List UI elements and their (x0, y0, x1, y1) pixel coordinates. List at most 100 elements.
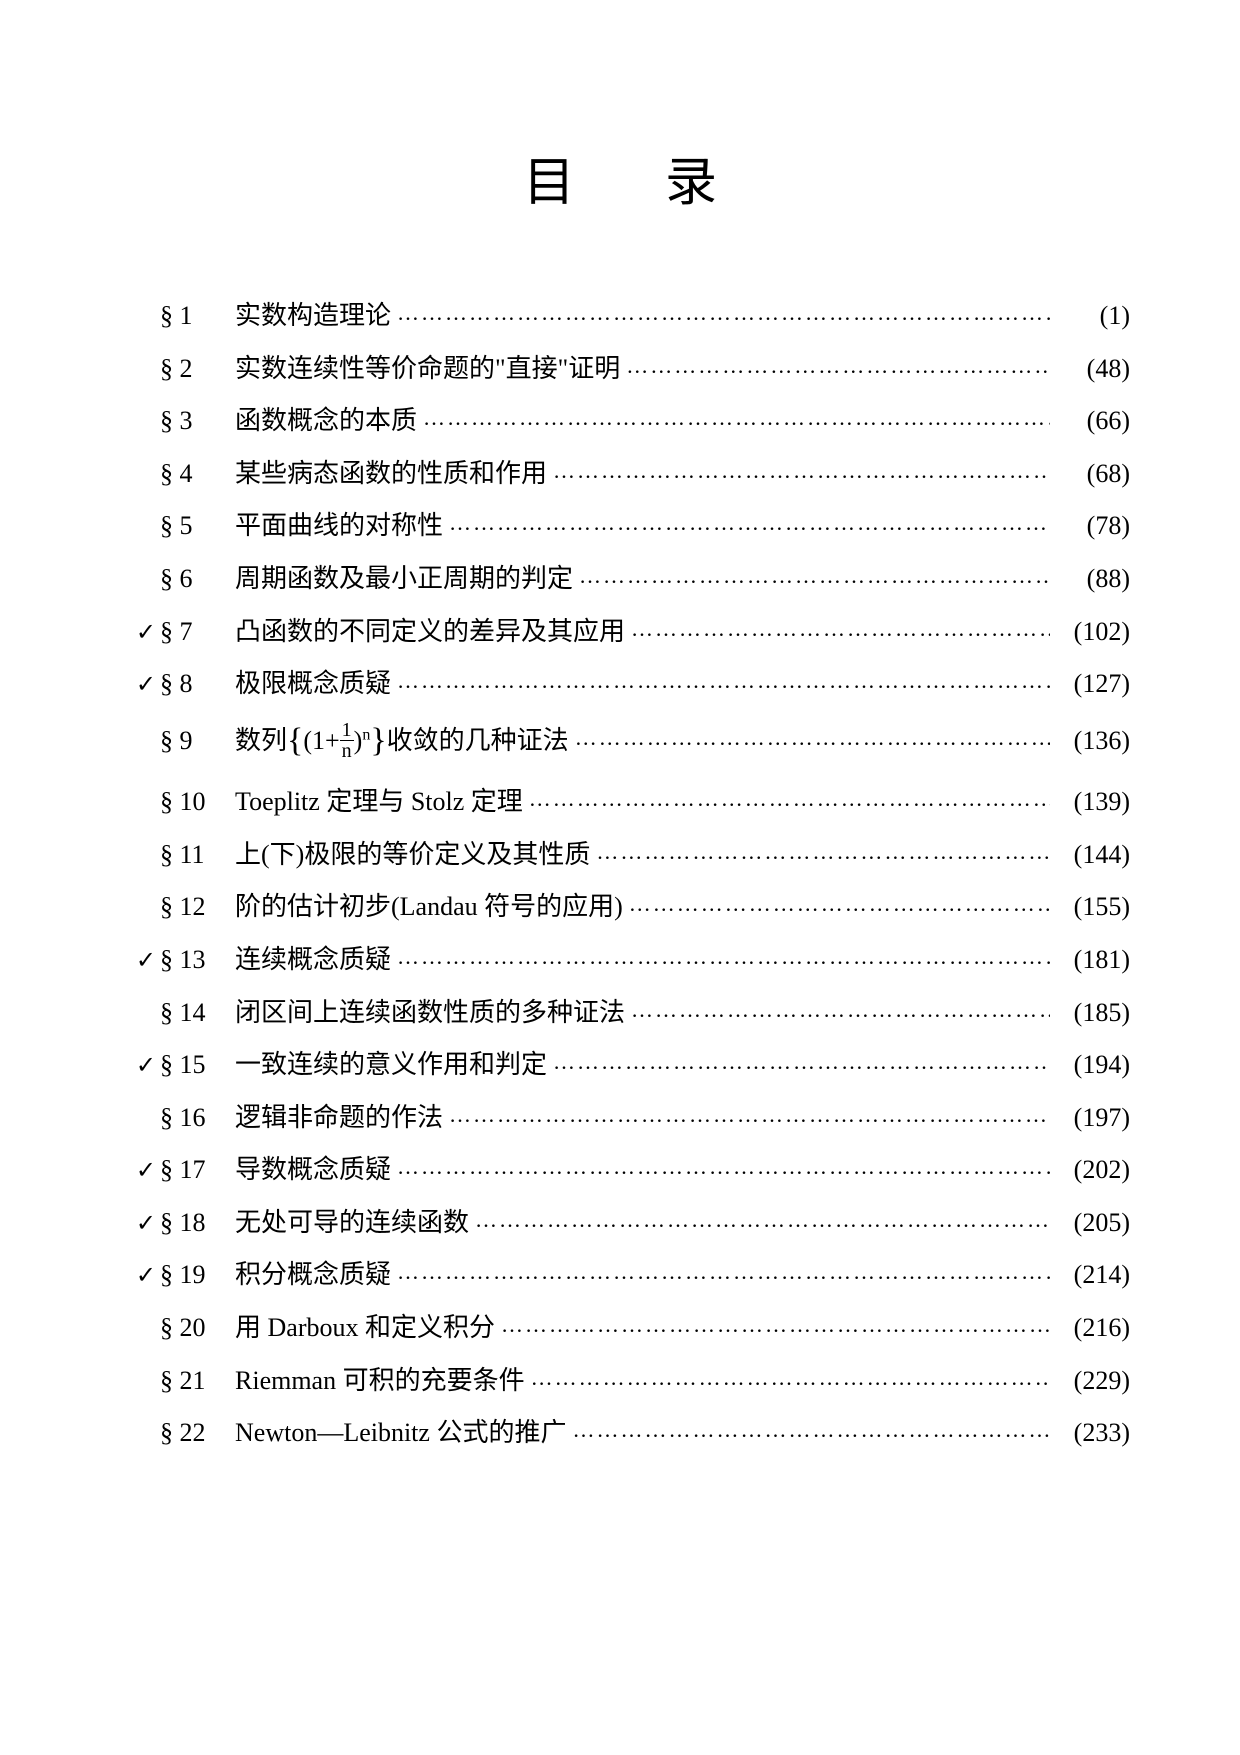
leader-dots: …………………………………………………………………………………… (625, 611, 1050, 646)
toc-row: § 2实数连续性等价命题的"直接"证明………………………………………………………… (110, 348, 1130, 390)
page-number: (136) (1050, 720, 1130, 762)
toc-row: § 11上(下)极限的等价定义及其性质………………………………………………………… (110, 834, 1130, 876)
toc-row: ✓§ 7凸函数的不同定义的差异及其应用………………………………………………………… (110, 611, 1130, 653)
entry-title: 积分概念质疑 (235, 1254, 391, 1296)
leader-dots: …………………………………………………………………………………… (443, 1097, 1050, 1132)
toc-row: § 22Newton—Leibnitz 公式的推广………………………………………… (110, 1412, 1130, 1454)
section-number: § 21 (160, 1360, 235, 1402)
entry-title: 用 Darboux 和定义积分 (235, 1307, 495, 1349)
entry-title: 阶的估计初步(Landau 符号的应用) (235, 886, 623, 928)
checkmark: ✓ (110, 666, 160, 704)
leader-dots: …………………………………………………………………………………… (547, 1044, 1050, 1079)
toc-row: ✓§ 8极限概念质疑………………………………………………………………………………… (110, 663, 1130, 705)
section-number: § 18 (160, 1202, 235, 1244)
toc-row: § 5平面曲线的对称性……………………………………………………………………………… (110, 505, 1130, 547)
toc-row: ✓§ 15一致连续的意义作用和判定……………………………………………………………… (110, 1044, 1130, 1086)
page-number: (197) (1050, 1097, 1130, 1139)
page-number: (127) (1050, 663, 1130, 705)
checkmark: ✓ (110, 1257, 160, 1295)
section-number: § 20 (160, 1307, 235, 1349)
section-number: § 17 (160, 1149, 235, 1191)
entry-title: 一致连续的意义作用和判定 (235, 1044, 547, 1086)
toc-row: ✓§ 13连续概念质疑……………………………………………………………………………… (110, 939, 1130, 981)
section-number: § 10 (160, 781, 235, 823)
section-number: § 2 (160, 348, 235, 390)
toc-row: § 16逻辑非命题的作法…………………………………………………………………………… (110, 1097, 1130, 1139)
leader-dots: …………………………………………………………………………………… (547, 453, 1050, 488)
toc-row: § 3函数概念的本质………………………………………………………………………………… (110, 400, 1130, 442)
leader-dots: …………………………………………………………………………………… (623, 886, 1050, 921)
checkmark: ✓ (110, 942, 160, 980)
entry-title: 实数连续性等价命题的"直接"证明 (235, 348, 620, 390)
section-number: § 7 (160, 611, 235, 653)
entry-title: 周期函数及最小正周期的判定 (235, 558, 573, 600)
leader-dots: …………………………………………………………………………………… (523, 781, 1050, 816)
page-number: (78) (1050, 505, 1130, 547)
section-number: § 19 (160, 1254, 235, 1296)
entry-title: 极限概念质疑 (235, 663, 391, 705)
section-number: § 9 (160, 720, 235, 762)
toc-row: ✓§ 18无处可导的连续函数……………………………………………………………………… (110, 1202, 1130, 1244)
entry-title: 上(下)极限的等价定义及其性质 (235, 834, 590, 876)
toc-row: § 10Toeplitz 定理与 Stolz 定理………………………………………… (110, 781, 1130, 823)
leader-dots: …………………………………………………………………………………… (525, 1360, 1050, 1395)
checkmark: ✓ (110, 1152, 160, 1190)
page-number: (229) (1050, 1360, 1130, 1402)
toc-row: ✓§ 19积分概念质疑……………………………………………………………………………… (110, 1254, 1130, 1296)
page-number: (88) (1050, 558, 1130, 600)
leader-dots: …………………………………………………………………………………… (625, 992, 1050, 1027)
page-number: (144) (1050, 834, 1130, 876)
leader-dots: …………………………………………………………………………………… (391, 295, 1050, 330)
toc-row: § 14闭区间上连续函数性质的多种证法………………………………………………………… (110, 992, 1130, 1034)
leader-dots: …………………………………………………………………………………… (569, 720, 1050, 755)
section-number: § 4 (160, 453, 235, 495)
entry-title: 实数构造理论 (235, 295, 391, 337)
leader-dots: …………………………………………………………………………………… (391, 1254, 1050, 1289)
leader-dots: …………………………………………………………………………………… (391, 939, 1050, 974)
toc-row: § 1实数构造理论…………………………………………………………………………………… (110, 295, 1130, 337)
toc-row: § 4某些病态函数的性质和作用…………………………………………………………………… (110, 453, 1130, 495)
page-number: (66) (1050, 400, 1130, 442)
leader-dots: …………………………………………………………………………………… (590, 834, 1050, 869)
leader-dots: …………………………………………………………………………………… (391, 663, 1050, 698)
section-number: § 11 (160, 834, 235, 876)
page-number: (68) (1050, 453, 1130, 495)
section-number: § 8 (160, 663, 235, 705)
section-number: § 16 (160, 1097, 235, 1139)
entry-title: 数列{(1+1n)n}收敛的几种证法 (235, 716, 569, 770)
page-number: (155) (1050, 886, 1130, 928)
page-number: (202) (1050, 1149, 1130, 1191)
checkmark: ✓ (110, 1047, 160, 1085)
page-title: 目录 (110, 140, 1130, 215)
toc-list: § 1实数构造理论…………………………………………………………………………………… (110, 295, 1130, 1454)
toc-row: ✓§ 17导数概念质疑……………………………………………………………………………… (110, 1149, 1130, 1191)
toc-row: § 21Riemman 可积的充要条件………………………………………………………… (110, 1360, 1130, 1402)
section-number: § 13 (160, 939, 235, 981)
leader-dots: …………………………………………………………………………………… (573, 558, 1050, 593)
entry-title: Toeplitz 定理与 Stolz 定理 (235, 781, 523, 823)
page-number: (1) (1050, 295, 1130, 337)
entry-title: 函数概念的本质 (235, 400, 417, 442)
toc-row: § 6周期函数及最小正周期的判定………………………………………………………………… (110, 558, 1130, 600)
leader-dots: …………………………………………………………………………………… (469, 1202, 1050, 1237)
entry-title: 平面曲线的对称性 (235, 505, 443, 547)
leader-dots: …………………………………………………………………………………… (443, 505, 1050, 540)
leader-dots: …………………………………………………………………………………… (417, 400, 1050, 435)
page-number: (214) (1050, 1254, 1130, 1296)
entry-title: 闭区间上连续函数性质的多种证法 (235, 992, 625, 1034)
toc-row: § 9数列{(1+1n)n}收敛的几种证法…………………………………………………… (110, 716, 1130, 770)
section-number: § 5 (160, 505, 235, 547)
page-number: (185) (1050, 992, 1130, 1034)
page-number: (139) (1050, 781, 1130, 823)
toc-row: § 12阶的估计初步(Landau 符号的应用)…………………………………………… (110, 886, 1130, 928)
section-number: § 14 (160, 992, 235, 1034)
page-number: (181) (1050, 939, 1130, 981)
entry-title: 凸函数的不同定义的差异及其应用 (235, 611, 625, 653)
checkmark: ✓ (110, 1205, 160, 1243)
section-number: § 12 (160, 886, 235, 928)
section-number: § 15 (160, 1044, 235, 1086)
entry-title: 无处可导的连续函数 (235, 1202, 469, 1244)
entry-title: 某些病态函数的性质和作用 (235, 453, 547, 495)
leader-dots: …………………………………………………………………………………… (620, 348, 1050, 383)
page-number: (102) (1050, 611, 1130, 653)
